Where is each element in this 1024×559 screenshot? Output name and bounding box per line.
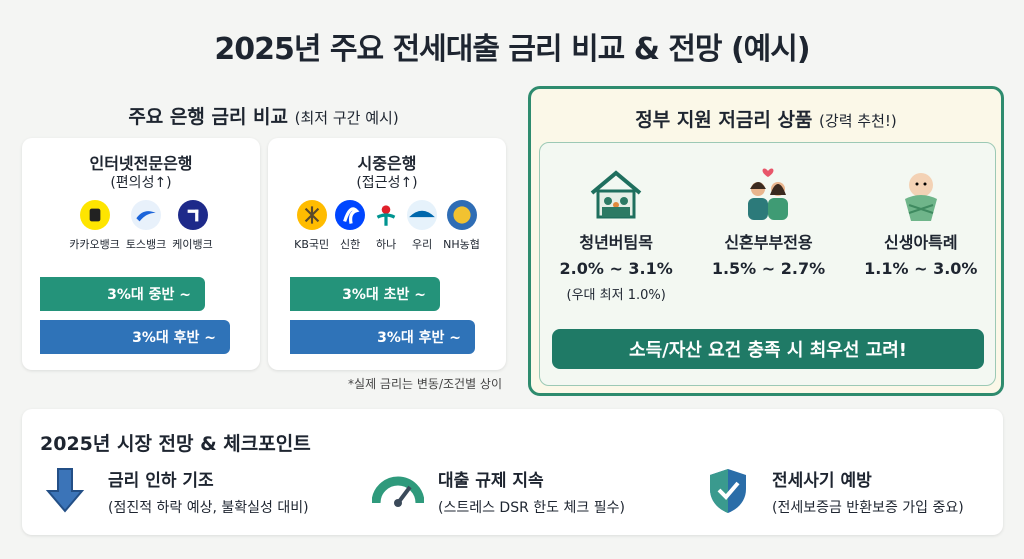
- item-title: 전세사기 예방: [772, 470, 872, 491]
- product-name: 청년버팀목: [579, 233, 653, 252]
- item-title: 대출 규제 지속: [438, 470, 544, 491]
- bank: 하나: [371, 200, 402, 252]
- group-name: 인터넷전문은행: [89, 154, 193, 173]
- bank-name: 하나: [376, 238, 397, 251]
- bank-name: 케이뱅크: [172, 238, 213, 251]
- product-icon: [590, 170, 642, 219]
- product-rate: 1.1% ~ 3.0%: [864, 259, 978, 278]
- outlook-icon: [710, 469, 746, 513]
- section-heading: 주요 은행 금리 비교 (최저 구간 예시): [22, 102, 505, 129]
- bank: KB국민: [294, 200, 329, 252]
- product: 신생아특례 1.1% ~ 3.0%: [846, 165, 996, 303]
- item-title: 금리 인하 기조: [108, 470, 214, 491]
- outlook-item: 전세사기 예방 (전세보증금 반환보증 가입 중요): [706, 465, 964, 517]
- group-note: (편의성↑): [110, 175, 172, 191]
- group-name: 시중은행: [357, 154, 417, 173]
- products: 청년버팀목 2.0% ~ 3.1% (우대 최저 1.0%) 신혼부부전용 1.5% ~…: [540, 165, 997, 303]
- outlook-panel: 2025년 시장 전망 & 체크포인트 금리 인하 기조 (점진적 하락 예상, …: [22, 409, 1003, 535]
- bank: 토스뱅크: [126, 200, 166, 252]
- footnote: *실제 금리는 변동/조건별 상이: [348, 377, 502, 391]
- bank-name: NH농협: [443, 238, 480, 251]
- bank: NH농협: [443, 200, 480, 252]
- heading: 주요 은행 금리 비교: [128, 106, 288, 128]
- heading-note: (강력 추천!): [819, 112, 897, 130]
- item-detail: (전세보증금 반환보증 가입 중요): [772, 499, 964, 516]
- section-heading: 2025년 시장 전망 & 체크포인트: [40, 433, 311, 455]
- bank-row: KB국민 신한 하나 우리 NH농협: [268, 200, 506, 252]
- bank-logo: [177, 200, 208, 230]
- product-note: (우대 최저 1.0%): [566, 288, 666, 303]
- rate-bar: 3%대 후반 ~: [40, 320, 230, 354]
- outlook-item: 금리 인하 기조 (점진적 하락 예상, 불확실성 대비): [42, 465, 309, 517]
- product-icon: [904, 173, 937, 221]
- item-detail: (스트레스 DSR 한도 체크 필수): [438, 499, 625, 516]
- bank-row: 카카오뱅크 토스뱅크 케이뱅크: [22, 200, 260, 252]
- bank-name: 토스뱅크: [125, 238, 167, 251]
- bank-logo: [371, 200, 402, 230]
- gov-inner: 청년버팀목 2.0% ~ 3.1% (우대 최저 1.0%) 신혼부부전용 1.5% ~…: [539, 142, 996, 386]
- rate-bar: 3%대 초반 ~: [290, 277, 440, 311]
- bank: 카카오뱅크: [69, 200, 120, 252]
- product: 청년버팀목 2.0% ~ 3.1% (우대 최저 1.0%): [541, 165, 691, 303]
- rate-bar: 3%대 후반 ~: [290, 320, 475, 354]
- bank-card: 시중은행 (접근성↑) KB국민 신한 하나 우리 NH농협 3%대 초반 ~ 3%대 후반 ~: [268, 138, 506, 370]
- bank-name: 우리: [412, 238, 433, 251]
- product-icon: [748, 168, 789, 220]
- item-detail: (점진적 하락 예상, 불확실성 대비): [108, 499, 309, 516]
- bank-logo: [407, 200, 438, 230]
- heading-note: (최저 구간 예시): [294, 109, 399, 127]
- product-name: 신혼부부전용: [724, 233, 813, 252]
- bank-logo: [335, 200, 366, 230]
- bank-name: 카카오뱅크: [69, 238, 120, 251]
- bank-name: 신한: [340, 238, 361, 251]
- product-name: 신생아특례: [884, 233, 958, 252]
- product-rate: 1.5% ~ 2.7%: [711, 259, 826, 278]
- bank-card: 인터넷전문은행 (편의성↑) 카카오뱅크 토스뱅크 케이뱅크 3%대 중반 ~ 3%대 후반…: [22, 138, 260, 370]
- product-rate: 2.0% ~ 3.1%: [559, 259, 673, 278]
- item-text: 전세사기 예방 (전세보증금 반환보증 가입 중요): [772, 466, 964, 517]
- bank: 신한: [335, 200, 366, 252]
- bank-logo: [79, 200, 110, 230]
- section-heading: 정부 지원 저금리 상품 (강력 추천!): [531, 105, 1001, 132]
- bank-logo: [296, 200, 327, 230]
- outlook-item: 대출 규제 지속 (스트레스 DSR 한도 체크 필수): [372, 465, 625, 517]
- item-text: 금리 인하 기조 (점진적 하락 예상, 불확실성 대비): [108, 466, 309, 517]
- outlook-icon: [45, 468, 85, 513]
- rate-bar: 3%대 중반 ~: [40, 277, 205, 311]
- bank-logo: [446, 200, 477, 230]
- bank-logo: [131, 200, 162, 230]
- bank: 우리: [407, 200, 438, 252]
- gov-panel: 정부 지원 저금리 상품 (강력 추천!) 청년버팀목 2.0% ~ 3.1% (우…: [528, 86, 1004, 396]
- group-note: (접근성↑): [356, 175, 418, 191]
- heading: 정부 지원 저금리 상품: [635, 109, 813, 131]
- bank-name: KB국민: [294, 238, 330, 251]
- product: 신혼부부전용 1.5% ~ 2.7%: [693, 165, 843, 303]
- bank: 케이뱅크: [172, 200, 213, 252]
- callout: 소득/자산 요건 충족 시 최우선 고려!: [552, 329, 984, 369]
- page-title: 2025년 주요 전세대출 금리 비교 & 전망 (예시): [214, 32, 810, 67]
- item-text: 대출 규제 지속 (스트레스 DSR 한도 체크 필수): [438, 466, 625, 517]
- outlook-icon: [372, 476, 424, 507]
